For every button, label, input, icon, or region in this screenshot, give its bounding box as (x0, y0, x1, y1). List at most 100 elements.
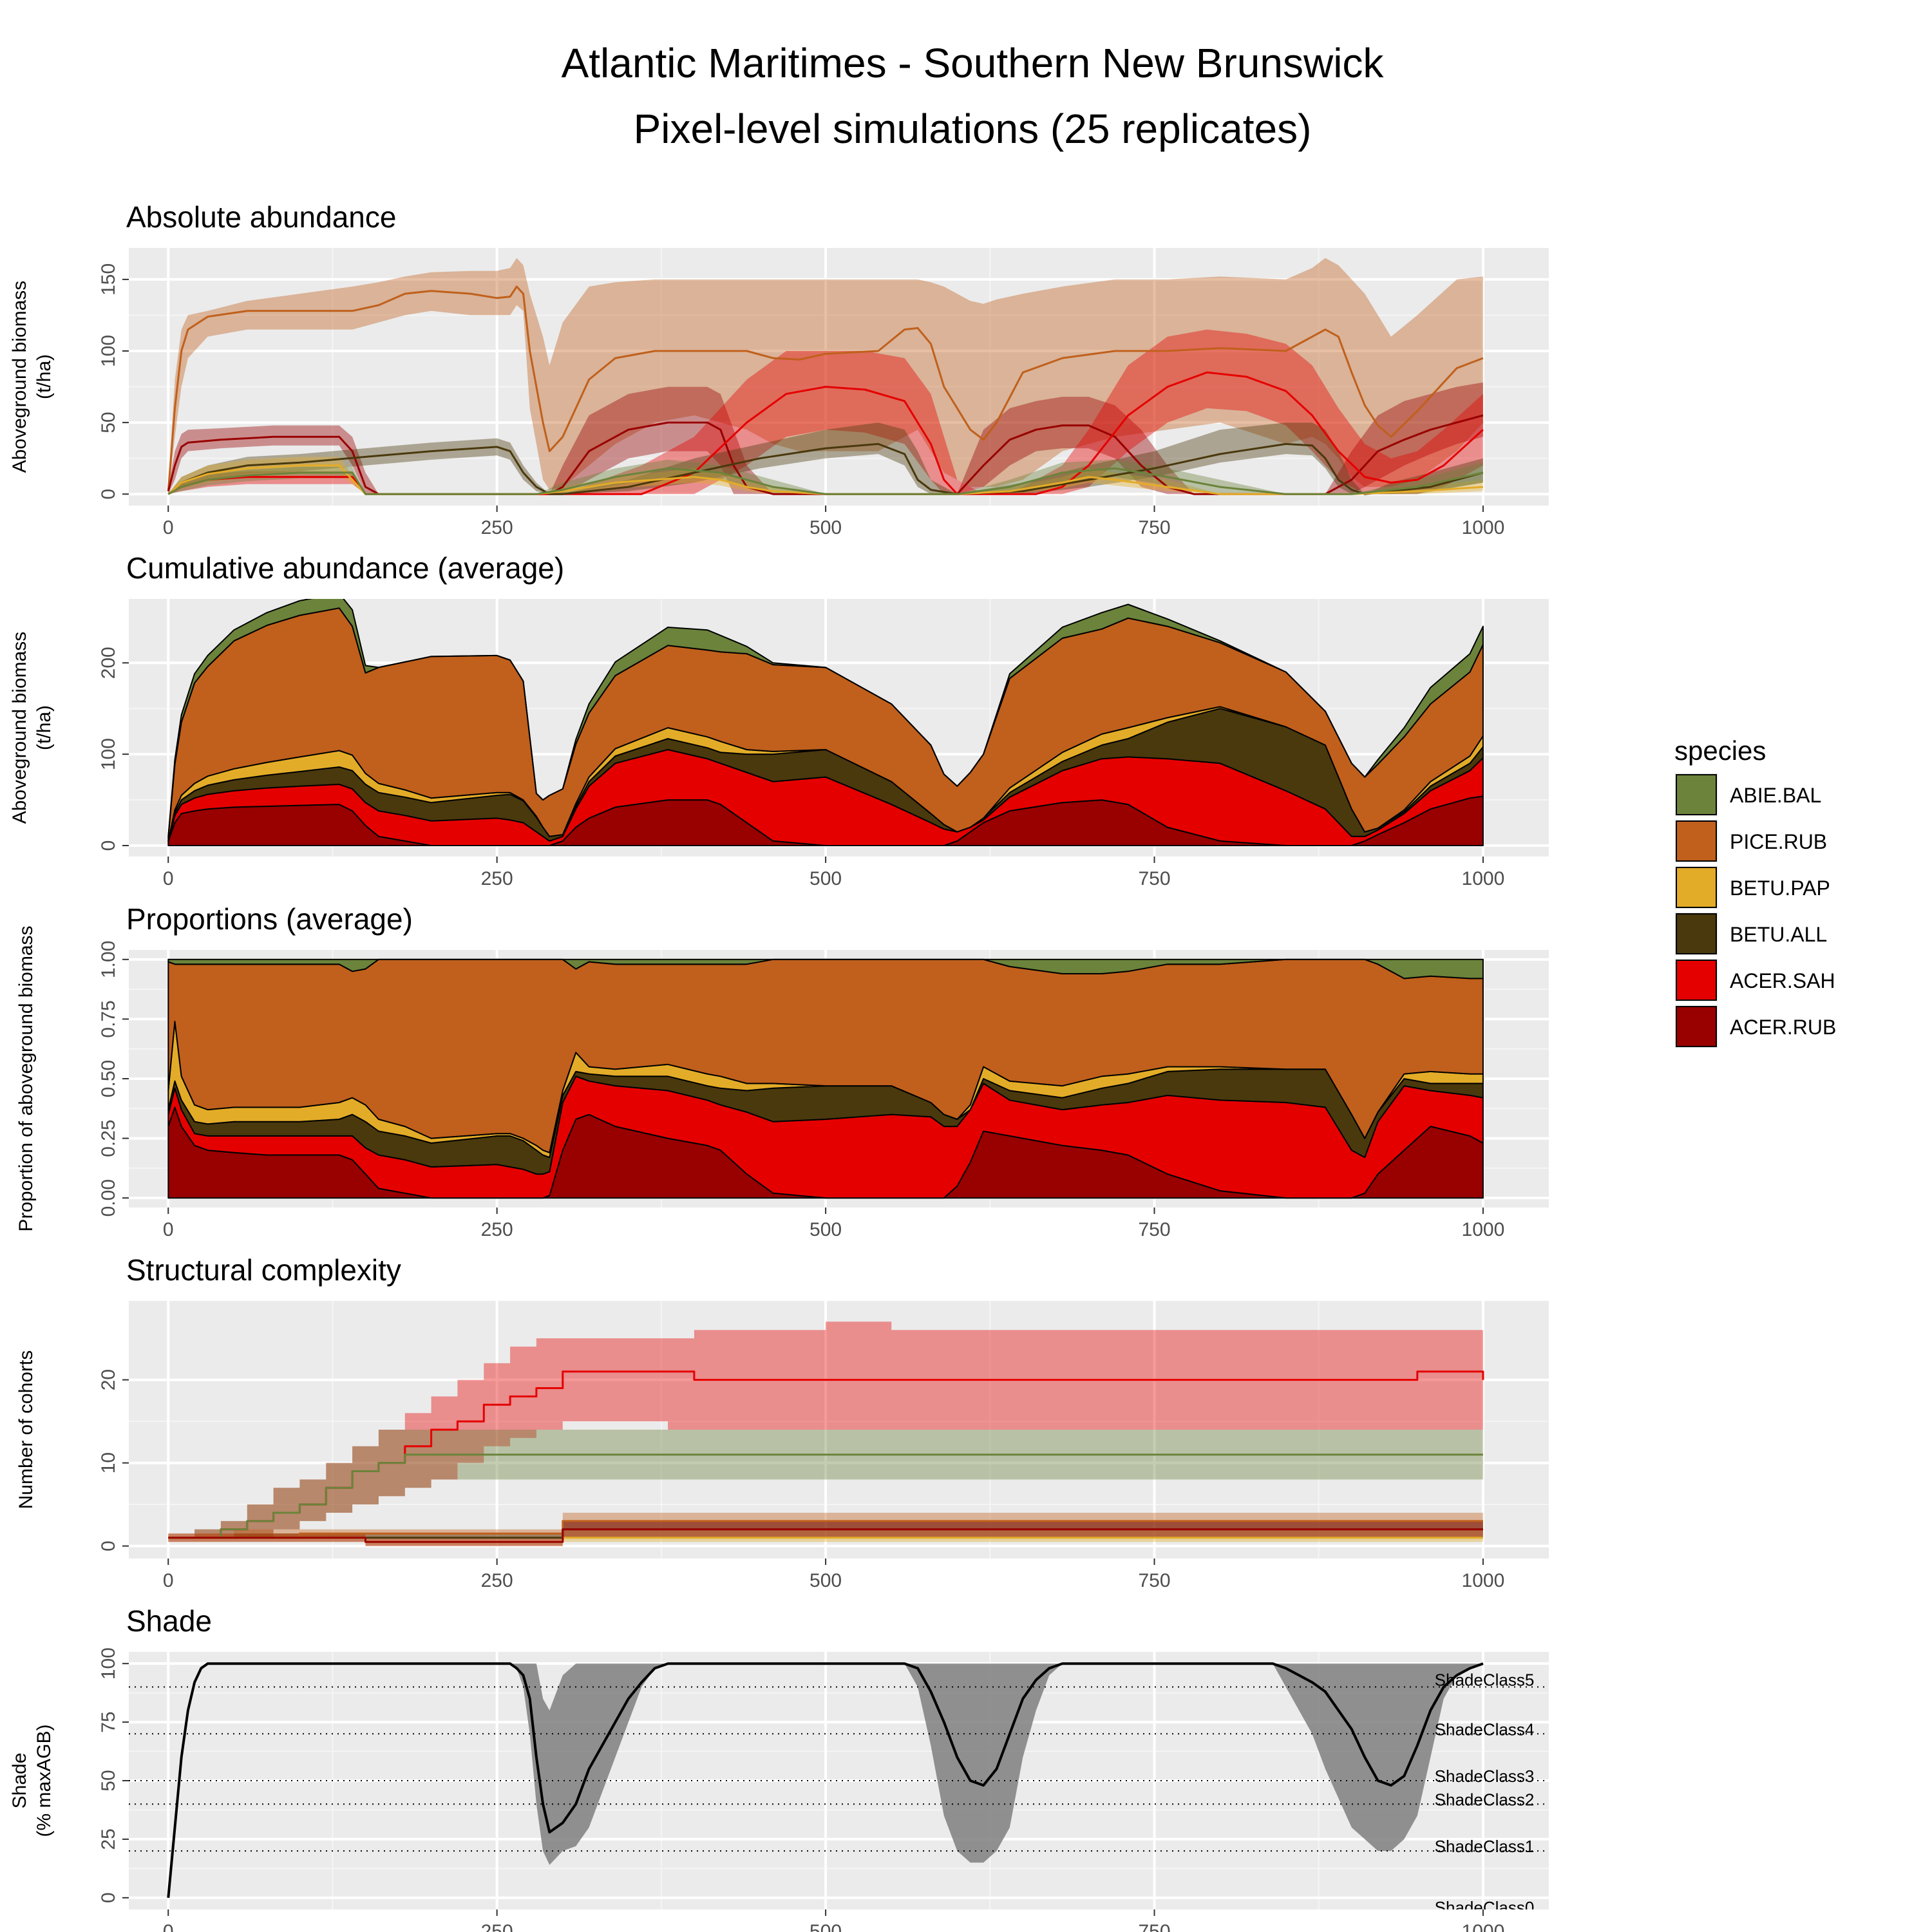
panel-structural-complexity: Structural complexity 0 250 500 750 1000 0 10 20… (15, 1253, 1549, 1591)
x-tick-label: 1000 (1462, 1219, 1505, 1240)
band-acer-sah (168, 1321, 1483, 1538)
panel-absolute-abundance: Absolute abundance 0 250 500 750 1000 0 50 100 15… (9, 200, 1549, 538)
line-pice-rub (167, 285, 1484, 491)
line-pice-rub (168, 1520, 1483, 1539)
legend-item-acer-rub: ACER.RUB (1674, 1005, 1836, 1048)
x-tick-label: 250 (481, 1570, 513, 1591)
band-pice-rub (168, 1513, 1483, 1538)
panel-title: Proportions (average) (126, 902, 413, 936)
y-tick-label: 0.00 (98, 1179, 119, 1217)
y-tick-label: 100 (98, 335, 119, 367)
x-tick-label: 0 (163, 1219, 174, 1240)
x-tick-label: 0 (163, 1570, 174, 1591)
legend-label: PICE.RUB (1730, 830, 1827, 853)
x-tick-label: 250 (481, 517, 513, 538)
legend-swatch (1676, 960, 1717, 1001)
x-tick-label: 0 (163, 868, 174, 889)
band-pice-rub (168, 258, 1483, 495)
y-axis-label: Number of cohorts (15, 1350, 37, 1510)
y-tick-label: 0 (98, 489, 119, 500)
plot-area (167, 958, 1484, 1199)
y-tick-label: 25 (98, 1828, 119, 1850)
legend-label: BETU.ALL (1730, 923, 1827, 946)
x-tick-label: 1000 (1462, 1570, 1505, 1591)
y-tick-label: 10 (98, 1452, 119, 1473)
y-axis-label: (t/ha) (33, 705, 55, 750)
legend-item-pice-rub: PICE.RUB (1674, 819, 1827, 863)
x-tick-label: 500 (810, 1921, 842, 1932)
x-tick-label: 250 (481, 1219, 513, 1240)
line-mean (167, 1662, 1484, 1898)
line-betu-all (167, 442, 1484, 495)
figure-title-line2: Pixel-level simulations (25 replicates) (634, 106, 1312, 152)
x-tick-label: 500 (810, 1570, 842, 1591)
plot-area (167, 258, 1484, 495)
shade-class-label: ShadeClass3 (1435, 1766, 1535, 1786)
species-legend: species ABIE.BAL PICE.RUB BETU.PAP BETU.ALL… (1674, 735, 1836, 1048)
x-tick-label: 750 (1138, 1219, 1170, 1240)
panel-title: Absolute abundance (126, 200, 396, 234)
y-axis-label: (t/ha) (33, 354, 55, 399)
x-tick-label: 750 (1138, 517, 1170, 538)
legend-swatch (1676, 820, 1717, 862)
band-mean (168, 1663, 1483, 1898)
band-acer-rub (168, 1520, 1483, 1546)
shade-class-label: ShadeClass4 (1435, 1719, 1535, 1739)
x-tick-label: 250 (481, 868, 513, 889)
line-abie-bal (168, 1454, 1483, 1539)
x-tick-label: 750 (1138, 1570, 1170, 1591)
legend-label: ACER.RUB (1730, 1016, 1836, 1039)
panel-cumulative-abundance-average: Cumulative abundance (average) 0 250 500 750… (9, 551, 1549, 889)
y-axis-label: Shade (9, 1753, 30, 1809)
y-tick-label: 150 (98, 263, 119, 296)
legend-swatch (1676, 867, 1717, 908)
x-tick-label: 1000 (1462, 868, 1505, 889)
y-tick-label: 0.75 (98, 1000, 119, 1037)
y-tick-label: 1.00 (98, 941, 119, 978)
x-tick-label: 250 (481, 1921, 513, 1932)
legend-item-betu-all: BETU.ALL (1674, 912, 1827, 956)
y-tick-label: 0.25 (98, 1119, 119, 1157)
shade-class-label: ShadeClass2 (1435, 1790, 1535, 1809)
legend-item-abie-bal: ABIE.BAL (1674, 773, 1821, 817)
y-tick-label: 0 (98, 1540, 119, 1551)
area-abie-bal (167, 958, 1484, 980)
line-acer-rub (168, 1528, 1483, 1543)
y-axis-label: Proportion of aboveground biomass (15, 925, 37, 1231)
y-tick-label: 75 (98, 1711, 119, 1732)
y-tick-label: 100 (98, 1647, 119, 1680)
x-tick-label: 1000 (1462, 517, 1505, 538)
y-tick-label: 0 (98, 1892, 119, 1903)
legend-label: ACER.SAH (1730, 969, 1835, 992)
line-abie-bal (167, 467, 1484, 495)
figure-title-line1: Atlantic Maritimes - Southern New Brunsw… (562, 40, 1385, 86)
y-axis-label: Aboveground biomass (9, 632, 30, 824)
plot-background (129, 1301, 1549, 1558)
band-acer-sah (168, 329, 1483, 495)
y-tick-label: 50 (98, 1770, 119, 1791)
legend-swatch (1676, 913, 1717, 954)
legend-swatch (1676, 1006, 1717, 1047)
x-tick-label: 750 (1138, 868, 1170, 889)
legend-items: ABIE.BAL PICE.RUB BETU.PAP BETU.ALL ACER.SAH… (1674, 773, 1836, 1048)
y-tick-label: 0 (98, 840, 119, 851)
shade-class-label: ShadeClass1 (1435, 1837, 1535, 1856)
panel-title: Shade (126, 1604, 212, 1638)
y-tick-label: 50 (98, 412, 119, 433)
y-axis-label: (% maxAGB) (33, 1724, 55, 1837)
x-tick-label: 500 (810, 1219, 842, 1240)
x-tick-label: 1000 (1462, 1921, 1505, 1932)
x-tick-label: 0 (163, 517, 174, 538)
x-tick-label: 500 (810, 868, 842, 889)
plot-area (167, 599, 1484, 846)
panel-proportions-average: Proportions (average) 0 250 500 750 1000 0.00 0… (15, 902, 1549, 1240)
panel-title: Cumulative abundance (average) (126, 551, 564, 585)
y-axis-label: Aboveground biomass (9, 281, 30, 473)
x-tick-label: 750 (1138, 1921, 1170, 1932)
legend-label: BETU.PAP (1730, 876, 1830, 900)
plot-area (168, 1321, 1484, 1546)
plot-background (129, 248, 1549, 506)
